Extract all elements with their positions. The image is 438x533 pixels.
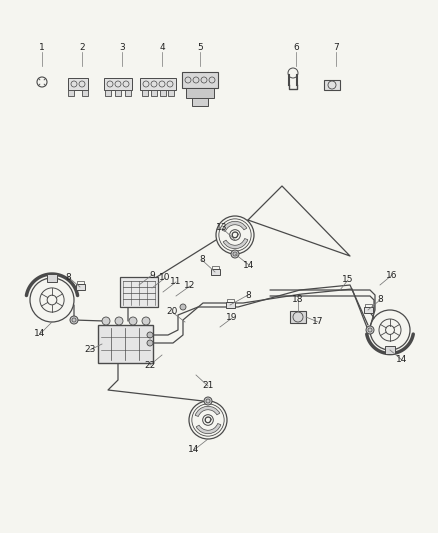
Bar (115, 90, 121, 96)
Bar (82, 90, 88, 96)
Text: 15: 15 (342, 276, 354, 285)
Bar (68, 90, 74, 96)
Bar (168, 90, 174, 96)
Wedge shape (222, 221, 247, 231)
Text: 3: 3 (119, 44, 125, 52)
Circle shape (204, 397, 212, 405)
Circle shape (147, 340, 153, 346)
Bar (192, 98, 208, 106)
Circle shape (70, 316, 78, 324)
Text: 16: 16 (386, 271, 398, 279)
Circle shape (147, 332, 153, 338)
Text: 14: 14 (34, 329, 46, 338)
Text: 20: 20 (166, 308, 178, 317)
Circle shape (366, 326, 374, 334)
Text: 1: 1 (39, 44, 45, 52)
Text: 22: 22 (145, 360, 155, 369)
Bar (140, 78, 176, 90)
Text: 9: 9 (149, 271, 155, 279)
Bar (226, 299, 233, 302)
Text: 11: 11 (170, 278, 182, 287)
Bar (212, 266, 219, 269)
Bar (105, 90, 111, 96)
Bar (160, 90, 166, 96)
Circle shape (142, 317, 150, 325)
Circle shape (102, 317, 110, 325)
Text: 10: 10 (159, 273, 171, 282)
Bar (142, 90, 148, 96)
Wedge shape (196, 424, 221, 434)
Text: 14: 14 (396, 356, 408, 365)
Bar (120, 277, 158, 307)
Text: 17: 17 (312, 318, 324, 327)
Text: 12: 12 (184, 281, 196, 290)
Bar (125, 90, 131, 96)
Text: 21: 21 (202, 382, 214, 391)
Text: 8: 8 (65, 272, 71, 281)
Bar (104, 78, 132, 90)
Bar (385, 346, 395, 354)
Text: 8: 8 (245, 290, 251, 300)
Text: 7: 7 (333, 44, 339, 52)
Bar (151, 90, 157, 96)
Bar (182, 72, 218, 88)
Text: 19: 19 (226, 313, 238, 322)
Bar (75, 284, 85, 290)
Circle shape (115, 317, 123, 325)
Text: 14: 14 (188, 446, 200, 455)
Bar (211, 269, 219, 275)
Bar (290, 311, 306, 323)
Text: 5: 5 (197, 44, 203, 52)
Bar (226, 302, 234, 308)
Circle shape (180, 304, 186, 310)
Bar (68, 78, 88, 90)
Text: 8: 8 (199, 255, 205, 264)
Text: 14: 14 (244, 261, 254, 270)
Bar (77, 281, 84, 284)
Circle shape (231, 250, 239, 258)
Wedge shape (195, 406, 220, 416)
Bar (364, 304, 371, 307)
Bar (186, 88, 214, 98)
Text: 4: 4 (159, 44, 165, 52)
Text: 23: 23 (84, 345, 95, 354)
Bar (324, 80, 340, 90)
Wedge shape (223, 238, 248, 249)
Text: 2: 2 (79, 44, 85, 52)
Bar (364, 307, 372, 313)
Bar (47, 274, 57, 282)
Text: 6: 6 (293, 44, 299, 52)
Text: 8: 8 (377, 295, 383, 304)
Circle shape (129, 317, 137, 325)
Text: 13: 13 (216, 223, 228, 232)
Bar (98, 325, 153, 363)
Text: 18: 18 (292, 295, 304, 304)
